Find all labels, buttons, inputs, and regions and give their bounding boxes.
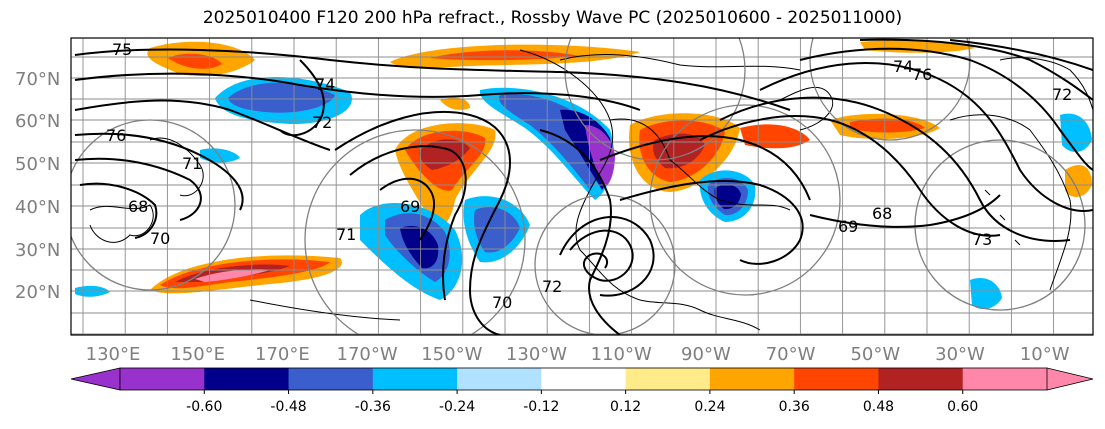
colorbar-bin [794,368,879,390]
colorbar-extend-max [1046,367,1094,391]
colorbar-bin [372,368,458,390]
lat-tick-label: 60°N [15,111,60,132]
contour-label: 68 [872,204,892,223]
contour-label: 75 [112,40,132,59]
chart-title: 2025010400 F120 200 hPa refract., Rossby… [202,8,903,28]
lon-tick-label: 130°W [506,344,567,365]
contour-labels: 75 76 71 68 70 74 72 69 71 74 70 72 76 6… [106,40,1072,312]
colorbar-tick-label: -0.12 [523,399,559,415]
colorbar-tick-label: 0.24 [694,399,725,415]
contour-label: 74 [315,75,335,94]
colorbar-tick-label: 0.12 [610,399,641,415]
colorbar-bin [457,368,542,390]
colorbar-bin [288,368,374,390]
contour-label: 72 [1052,85,1072,104]
colorbar-bin [625,368,711,390]
lat-tick-label: 30°N [15,240,60,261]
coastlines [89,49,1093,331]
colorbar-bin [204,368,290,390]
colorbar-tick-label: -0.60 [186,399,222,415]
colorbar-tick-label: -0.36 [355,399,391,415]
lon-tick-label: 110°W [591,344,652,365]
lat-tick-label: 40°N [15,197,60,218]
lon-tick-label: 70°W [766,344,816,365]
colorbar-outline [119,367,1048,391]
lon-tick-label: 170°W [337,344,398,365]
lon-tick-label: 90°W [681,344,731,365]
lat-tick-label: 70°N [15,69,60,90]
longitude-labels: 130°E 150°E 170°E 170°W 150°W 130°W 110°W 90°W 7… [86,344,1070,365]
contour-label: 72 [312,113,332,132]
contour-label: 69 [400,197,420,216]
contour-label: 70 [492,293,512,312]
contour-label: 70 [150,229,170,248]
lon-tick-label: 170°E [255,344,310,365]
contour-label: 69 [838,217,858,236]
lon-tick-label: 30°W [935,344,985,365]
contour-label: 76 [106,126,126,145]
negative-shading [75,76,1092,310]
colorbar-bin [541,368,627,390]
colorbar-tick-label: -0.24 [439,399,475,415]
lon-tick-label: 50°W [850,344,900,365]
colorbar-bin [120,368,205,390]
lon-tick-label: 150°W [421,344,482,365]
colorbar-tick-label: 0.36 [779,399,810,415]
contour-label: 73 [972,230,992,249]
colorbar-bin [962,368,1048,390]
contour-lines [74,38,1093,335]
contour-label: 71 [182,154,202,173]
contour-label: 71 [336,225,356,244]
contour-label: 72 [542,277,562,296]
colorbar-extend-min [70,367,121,391]
lat-tick-label: 50°N [15,154,60,175]
colorbar-tick-label: 0.60 [947,399,978,415]
colorbar-bin [709,368,795,390]
colorbar: -0.60 -0.48 -0.36 -0.24 -0.12 0.12 0.24 0.36 0.4… [70,367,1094,415]
contour-label: 76 [912,65,932,84]
map-frame [70,37,1094,336]
contour-label: 68 [128,197,148,216]
contour-label: 74 [893,57,913,76]
colorbar-bin [878,368,964,390]
longitude-gridlines [82,38,1055,335]
latitude-labels: 70°N 60°N 50°N 40°N 30°N 20°N [15,69,60,303]
lon-tick-label: 130°E [86,344,141,365]
lat-tick-label: 20°N [15,282,60,303]
lon-tick-label: 150°E [170,344,225,365]
colorbar-tick-label: -0.48 [270,399,306,415]
colorbar-tick-label: 0.48 [863,399,894,415]
lon-tick-label: 10°W [1020,344,1070,365]
